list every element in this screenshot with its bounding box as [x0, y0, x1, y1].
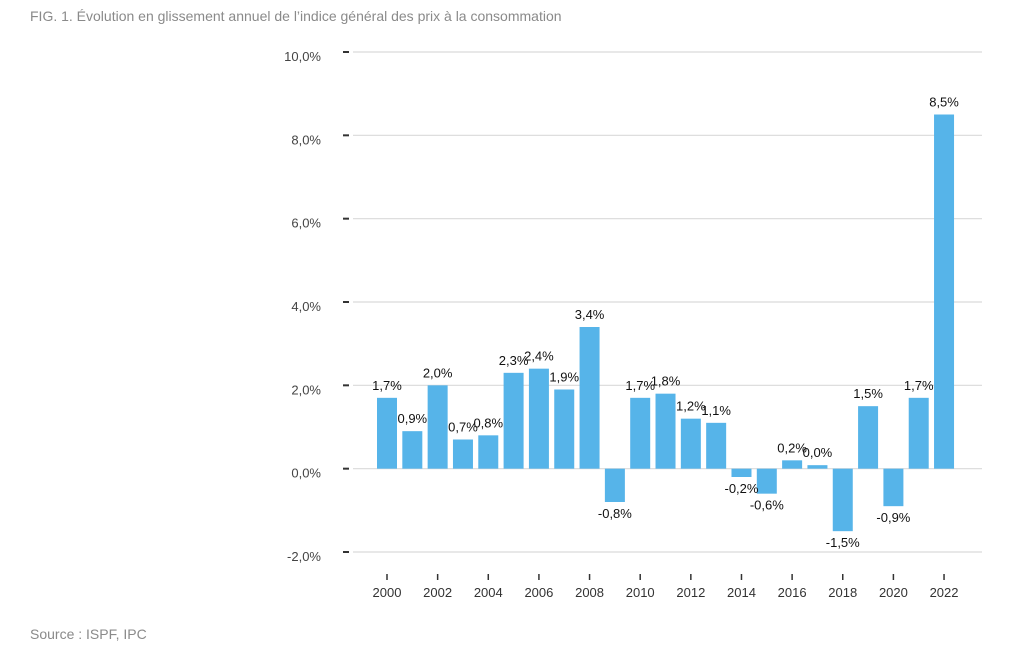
- y-tick-label: 8,0%: [291, 132, 321, 147]
- bar: [604, 468, 625, 502]
- y-tick-label: 10,0%: [284, 49, 321, 64]
- bar: [934, 114, 955, 469]
- data-label: -0,2%: [724, 481, 758, 496]
- y-axis: -2,0% 0,0% 2,0% 4,0% 6,0% 8,0% 10,0%: [284, 49, 349, 564]
- bar: [630, 397, 651, 469]
- bar: [858, 406, 879, 469]
- data-label: 0,8%: [473, 415, 503, 430]
- data-label: 8,5%: [929, 95, 959, 110]
- data-label: -0,9%: [876, 510, 910, 525]
- x-tick-label: 2002: [423, 585, 452, 600]
- data-label: -0,8%: [598, 506, 632, 521]
- x-tick-label: 2010: [626, 585, 655, 600]
- bar: [680, 418, 701, 469]
- bar: [402, 431, 423, 469]
- data-label: 1,2%: [676, 399, 706, 414]
- bar: [579, 327, 600, 469]
- data-label: 0,7%: [448, 420, 478, 435]
- bar: [452, 439, 473, 469]
- x-tick-label: 2008: [575, 585, 604, 600]
- bar: [655, 393, 676, 469]
- y-tick-label: 6,0%: [291, 216, 321, 231]
- data-label: 1,1%: [701, 403, 731, 418]
- data-label: 0,2%: [777, 440, 807, 455]
- x-tick-label: 2000: [373, 585, 402, 600]
- x-tick-label: 2020: [879, 585, 908, 600]
- y-tick-label: 0,0%: [291, 466, 321, 481]
- data-label: 3,4%: [575, 307, 605, 322]
- bars: [377, 114, 955, 532]
- bar: [807, 465, 828, 469]
- data-label: 2,0%: [423, 365, 453, 380]
- data-label: 2,4%: [524, 349, 554, 364]
- bar: [731, 468, 752, 477]
- bar: [883, 468, 904, 507]
- data-label: 1,8%: [651, 374, 681, 389]
- y-tick-label: -2,0%: [287, 549, 321, 564]
- x-tick-label: 2022: [930, 585, 959, 600]
- data-label: 1,9%: [549, 370, 579, 385]
- data-label: 0,0%: [803, 445, 833, 460]
- data-label: 1,7%: [904, 378, 934, 393]
- x-axis: 2000 2002 2004 2006 2008 2010 2012 2014 2016 2018…: [373, 574, 959, 600]
- x-tick-label: 2012: [676, 585, 705, 600]
- x-tick-label: 2004: [474, 585, 503, 600]
- bar: [756, 468, 777, 494]
- bar: [503, 372, 524, 469]
- x-tick-label: 2018: [828, 585, 857, 600]
- figure-title: FIG. 1. Évolution en glissement annuel d…: [30, 8, 562, 24]
- bar: [377, 397, 397, 469]
- bar: [706, 422, 727, 469]
- figure-source: Source : ISPF, IPC: [30, 626, 147, 642]
- data-label: -1,5%: [826, 535, 860, 550]
- bar: [782, 460, 803, 469]
- bar: [427, 385, 448, 469]
- data-labels: 1,7% 0,9% 2,0% 0,7%0,8% 2,3%2,4% 1,9% 3,4% -0,8…: [372, 95, 959, 551]
- bar: [478, 435, 499, 469]
- data-label: 1,7%: [625, 378, 655, 393]
- bar: [908, 397, 929, 469]
- x-tick-label: 2006: [524, 585, 553, 600]
- x-tick-label: 2014: [727, 585, 756, 600]
- y-tick-label: 2,0%: [291, 382, 321, 397]
- x-tick-label: 2016: [778, 585, 807, 600]
- data-label: 0,9%: [397, 411, 427, 426]
- bar: [528, 368, 549, 469]
- y-tick-label: 4,0%: [291, 299, 321, 314]
- data-label: 1,7%: [372, 378, 402, 393]
- bar: [554, 389, 575, 469]
- data-label: -0,6%: [750, 498, 784, 513]
- bar: [832, 468, 853, 532]
- data-label: 1,5%: [853, 386, 883, 401]
- data-label: 2,3%: [499, 353, 529, 368]
